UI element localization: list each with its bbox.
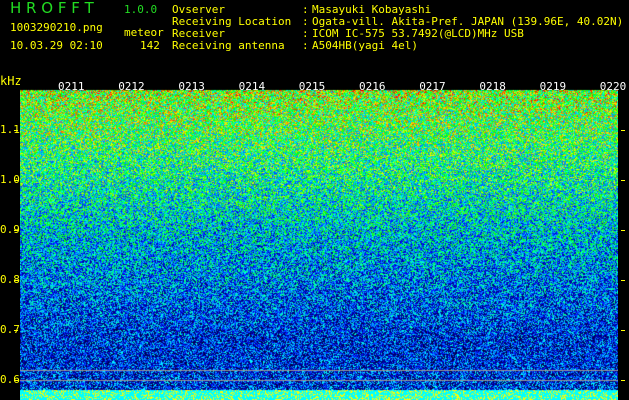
x-tick-label: 0215 [299, 80, 326, 93]
x-tick-label: 0211 [58, 80, 85, 93]
y-tick-mark [621, 230, 625, 231]
y-tick-mark [14, 230, 18, 231]
y-tick-mark [621, 280, 625, 281]
filename: 1003290210.png [10, 22, 103, 34]
x-tick-label: 0214 [239, 80, 266, 93]
app-title: H R O F F T [10, 2, 94, 14]
x-tick-label: 0219 [540, 80, 567, 93]
info-value: A504HB(yagi 4el) [312, 40, 418, 52]
x-tick-label: 0213 [178, 80, 205, 93]
y-tick-mark [621, 130, 625, 131]
y-axis-label: kHz [0, 75, 22, 87]
info-label: Receiving antenna [172, 40, 285, 52]
y-tick-mark [621, 330, 625, 331]
y-tick-mark [14, 280, 18, 281]
spectrogram [20, 80, 618, 400]
x-tick-label: 0218 [479, 80, 506, 93]
app-version: 1.0.0 [124, 4, 157, 16]
x-tick-label: 0216 [359, 80, 386, 93]
x-tick-label: 0217 [419, 80, 446, 93]
meteor-count: 142 [140, 40, 160, 52]
meteor-label: meteor [124, 27, 164, 39]
x-tick-label: 0212 [118, 80, 145, 93]
y-tick-mark [621, 180, 625, 181]
datetime: 10.03.29 02:10 [10, 40, 103, 52]
y-tick-mark [14, 130, 18, 131]
y-tick-mark [14, 180, 18, 181]
info-separator: : [302, 40, 309, 52]
y-tick-mark [14, 330, 18, 331]
y-tick-mark [621, 380, 625, 381]
y-tick-mark [14, 380, 18, 381]
x-tick-label: 0220 [600, 80, 627, 93]
